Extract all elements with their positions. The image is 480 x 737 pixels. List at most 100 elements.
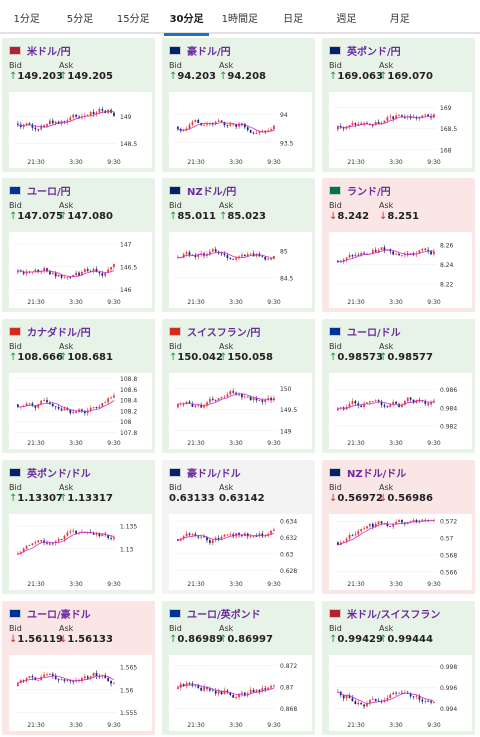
- currency-card[interactable]: スイスフラン/円 Bid Ask ↑150.042 ↑150.058 150 14…: [162, 319, 315, 453]
- us-flag-icon: [9, 45, 21, 55]
- bid-value: 0.98573: [337, 352, 383, 363]
- currency-card[interactable]: ユーロ/英ポンド Bid Ask ↑0.86989 ↑0.86997 0.872…: [162, 601, 315, 735]
- tab-4[interactable]: 1時間足: [221, 13, 259, 25]
- chart-background: [329, 373, 472, 449]
- y-tick-label: 94: [280, 112, 288, 119]
- candle-body: [220, 120, 223, 123]
- candle-body: [398, 115, 400, 117]
- currency-card[interactable]: 豪ドル/円 Bid Ask ↑94.203 ↑94.208 94 93.5 21:3…: [162, 38, 315, 172]
- candle-body: [424, 248, 427, 250]
- candle-body: [395, 692, 397, 694]
- candlestick-chart[interactable]: 169 168.5 168 21:30 3:30 9:30: [329, 92, 472, 168]
- tab-5[interactable]: 日足: [283, 13, 304, 25]
- currency-card[interactable]: カナダドル/円 Bid Ask ↑108.666 ↑108.681 108.8 1…: [2, 319, 155, 453]
- candlestick-chart[interactable]: 0.998 0.996 0.994 21:30 3:30 9:30: [329, 655, 472, 731]
- tab-2[interactable]: 15分足: [116, 13, 150, 25]
- candle-body: [46, 400, 48, 403]
- y-tick-label: 0.982: [440, 423, 457, 430]
- currency-card[interactable]: 米ドル/スイスフラン Bid Ask ↑0.99429 ↑0.99444 0.9…: [322, 601, 475, 735]
- currency-card[interactable]: ユーロ/円 Bid Ask ↑147.075 ↑147.080 147 146.5…: [2, 178, 155, 312]
- candle-body: [51, 120, 54, 124]
- prices: ↑85.011 ↑85.023: [169, 211, 269, 222]
- pair-name[interactable]: 米ドル/スイスフラン: [347, 609, 441, 621]
- currency-card[interactable]: 英ポンド/円 Bid Ask ↑169.063 ↑169.070 169 168.…: [322, 38, 475, 172]
- candle-body: [220, 396, 223, 399]
- x-tick-label: 3:30: [389, 299, 403, 306]
- candle-body: [366, 702, 368, 707]
- pair-name[interactable]: ユーロ/英ポンド: [187, 609, 261, 621]
- candlestick-chart[interactable]: 0.986 0.984 0.982 21:30 3:30 9:30: [329, 373, 472, 449]
- candle-body: [110, 537, 112, 539]
- currency-card[interactable]: ユーロ/豪ドル Bid Ask ↓1.56119 ↓1.56133 1.565 1…: [2, 601, 155, 735]
- tab-7[interactable]: 月足: [389, 13, 410, 25]
- candle-body: [401, 404, 403, 408]
- candlestick-chart[interactable]: 8.26 8.24 8.22 21:30 3:30 9:30: [329, 232, 472, 308]
- candle-body: [92, 672, 95, 677]
- pair-name[interactable]: ユーロ/円: [27, 186, 71, 198]
- y-tick-label: 147: [120, 242, 132, 249]
- pair-name[interactable]: 米ドル/円: [27, 46, 71, 58]
- y-tick-label: 0.57: [440, 536, 454, 543]
- candle-body: [98, 406, 101, 408]
- pair-name[interactable]: 英ポンド/ドル: [27, 468, 91, 480]
- candlestick-chart[interactable]: 150 149.5 149 21:30 3:30 9:30: [169, 373, 312, 449]
- candle-body: [421, 520, 424, 522]
- currency-card[interactable]: 米ドル/円 Bid Ask ↑149.203 ↑149.205 149 148.5…: [2, 38, 155, 172]
- candle-body: [49, 271, 51, 275]
- candle-body: [31, 124, 34, 128]
- candle-body: [69, 410, 72, 414]
- tab-6[interactable]: 週足: [336, 13, 357, 25]
- moving-average-line: [17, 531, 115, 555]
- pair-name[interactable]: カナダドル/円: [27, 327, 91, 339]
- candlestick-chart[interactable]: 147 146.5 146 21:30 3:30 9:30: [9, 232, 152, 308]
- currency-card[interactable]: 豪ドル/ドル Bid Ask 0.63133 0.63142 0.634 0.63…: [162, 460, 315, 594]
- candlestick-chart[interactable]: 1.135 1.13 21:30 3:30 9:30: [9, 514, 152, 590]
- pair-name[interactable]: ユーロ/ドル: [347, 327, 401, 339]
- candle-body: [241, 535, 243, 537]
- candle-body: [60, 408, 63, 411]
- currency-card[interactable]: NZドル/円 Bid Ask ↑85.011 ↑85.023 85 84.5 21:…: [162, 178, 315, 312]
- candle-body: [392, 251, 395, 255]
- candle-body: [209, 399, 211, 403]
- ca-flag-icon: [9, 326, 21, 336]
- candle-body: [191, 121, 194, 125]
- pair-name[interactable]: スイスフラン/円: [187, 327, 261, 339]
- pair-name[interactable]: NZドル/円: [187, 186, 237, 198]
- candlestick-chart[interactable]: 0.572 0.57 0.568 0.566 21:30 3:30 9:30: [329, 514, 472, 590]
- candlestick-chart[interactable]: 85 84.5 21:30 3:30 9:30: [169, 232, 312, 308]
- x-tick-label: 21:30: [27, 440, 44, 447]
- ask-label: Ask: [379, 483, 394, 492]
- candlestick-chart[interactable]: 0.634 0.632 0.63 0.628 21:30 3:30 9:30: [169, 514, 312, 590]
- tab-0[interactable]: 1分足: [13, 13, 40, 25]
- currency-card[interactable]: 英ポンド/ドル Bid Ask ↑1.13307 ↑1.13317 1.135 1…: [2, 460, 155, 594]
- x-tick-label: 9:30: [427, 159, 441, 166]
- candle-body: [203, 253, 205, 256]
- pair-name[interactable]: ユーロ/豪ドル: [27, 609, 91, 621]
- candlestick-chart[interactable]: 1.565 1.56 1.555 21:30 3:30 9:30: [9, 655, 152, 731]
- pair-name[interactable]: 豪ドル/ドル: [187, 468, 241, 480]
- currency-card[interactable]: ランド/円 Bid Ask ↓8.242 ↓8.251 8.26 8.24 8.22…: [322, 178, 475, 312]
- pair-name[interactable]: ランド/円: [347, 186, 391, 198]
- prices: ↓0.56972 ↓0.56986: [329, 493, 433, 504]
- candlestick-chart[interactable]: 0.872 0.87 0.868 21:30 3:30 9:30: [169, 655, 312, 731]
- candle-body: [243, 692, 246, 696]
- currency-card[interactable]: ユーロ/ドル Bid Ask ↑0.98573 ↑0.98577 0.986 0.…: [322, 319, 475, 453]
- pair-name[interactable]: NZドル/ドル: [347, 468, 407, 480]
- card-header: 米ドル/スイスフラン: [329, 606, 471, 621]
- moving-average-line: [177, 251, 275, 259]
- trend-arrow-icon: ↑: [169, 634, 178, 645]
- candle-body: [72, 114, 75, 118]
- candlestick-chart[interactable]: 108.8 108.6 108.4 108.2 108 107.8 21:30 3:30 9:3…: [9, 373, 152, 449]
- pair-name[interactable]: 英ポンド/円: [347, 46, 401, 58]
- candle-body: [86, 676, 89, 679]
- candlestick-chart[interactable]: 149 148.5 21:30 3:30 9:30: [9, 92, 152, 168]
- candlestick-chart[interactable]: 94 93.5 21:30 3:30 9:30: [169, 92, 312, 168]
- currency-card[interactable]: NZドル/ドル Bid Ask ↓0.56972 ↓0.56986 0.572 0…: [322, 460, 475, 594]
- tab-1[interactable]: 5分足: [66, 13, 94, 25]
- candle-body: [252, 397, 255, 401]
- tab-3[interactable]: 30分足: [160, 0, 213, 36]
- bid-price: ↑85.011: [169, 211, 219, 222]
- moving-average-line: [337, 115, 435, 128]
- pair-name[interactable]: 豪ドル/円: [187, 46, 231, 58]
- x-tick-label: 3:30: [389, 722, 403, 729]
